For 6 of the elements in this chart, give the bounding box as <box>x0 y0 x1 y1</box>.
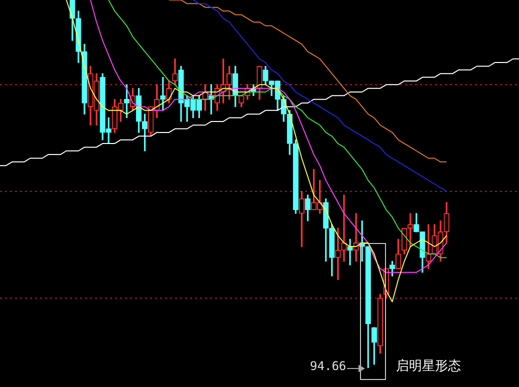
annotation: 94.66 <box>310 359 346 373</box>
candlestick <box>426 224 432 269</box>
candlestick <box>160 76 166 111</box>
annotation: 启明星形态 <box>396 358 462 375</box>
candlestick <box>353 213 359 262</box>
candlestick <box>347 238 353 266</box>
